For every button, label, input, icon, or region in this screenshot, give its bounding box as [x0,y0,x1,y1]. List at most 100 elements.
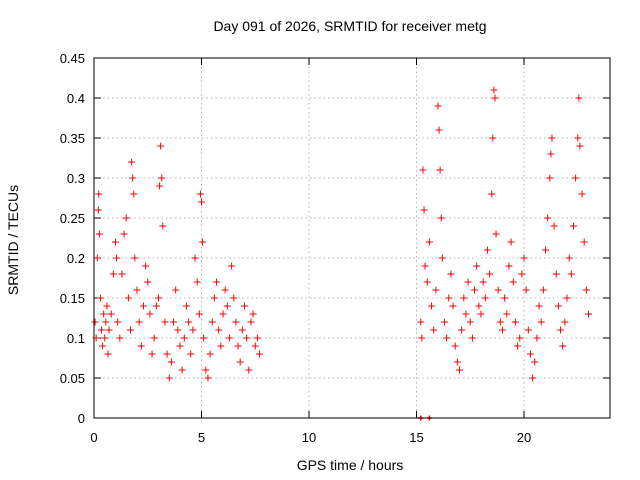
data-point [481,294,489,302]
data-point [464,278,472,286]
data-point [113,254,121,262]
data-point [200,334,208,342]
data-point [514,342,522,350]
data-point [131,254,139,262]
data-point [158,174,166,182]
y-tick-label: 0.4 [67,91,85,106]
data-point [137,342,145,350]
data-point [520,254,528,262]
data-point [479,278,487,286]
data-point [522,286,530,294]
data-point [492,230,500,238]
y-tick-label: 0.35 [60,131,85,146]
data-point [213,278,221,286]
data-point [552,270,560,278]
data-point [563,294,571,302]
data-point [535,302,543,310]
data-point [539,286,547,294]
data-point [559,342,567,350]
x-axis-title: GPS time / hours [297,457,404,473]
data-point [228,262,236,270]
y-tick-label: 0.05 [60,371,85,386]
data-point [170,318,178,326]
data-point [537,318,545,326]
axis-ticks: 0 0.05 0.1 0.15 0.2 0.25 0.3 0.35 0.4 0.45 0 5 10 15 2… [60,51,610,445]
data-point [165,374,173,382]
data-point [529,374,537,382]
data-point [430,326,438,334]
x-tick-label: 0 [90,430,97,445]
data-point [423,278,431,286]
data-point [561,318,569,326]
data-point [550,222,558,230]
data-point [557,326,565,334]
data-point [174,326,182,334]
data-point [524,326,532,334]
data-point [456,366,463,374]
data-point [503,310,511,318]
data-point [253,334,261,342]
data-point [159,222,167,230]
data-point [533,334,541,342]
data-point [477,310,485,318]
data-point [436,166,444,174]
data-point [458,326,466,334]
data-point [440,318,448,326]
data-point [180,334,188,342]
data-point [425,238,433,246]
data-point [505,262,513,270]
data-point [189,326,197,334]
data-point [496,318,504,326]
data-point [130,190,138,198]
data-point [95,230,103,238]
data-point [114,318,122,326]
y-tick-label: 0.25 [60,211,85,226]
data-point [103,302,111,310]
data-point [447,270,455,278]
data-point [542,246,549,254]
data-point [232,318,240,326]
grid-lines [94,58,610,418]
data-point [225,334,233,342]
data-point [526,350,534,358]
data-point [554,302,562,310]
data-point [417,318,425,326]
data-point [247,318,255,326]
data-point [142,262,150,270]
data-point [578,190,586,198]
data-point [129,174,137,182]
data-point [223,302,231,310]
data-point [109,270,117,278]
data-point [144,278,152,286]
y-tick-label: 0.15 [60,291,85,306]
data-point [150,334,158,342]
data-point [219,310,227,318]
x-tick-label: 10 [302,430,316,445]
data-point [100,310,108,318]
data-point [217,342,225,350]
x-tick-label: 15 [409,430,423,445]
data-point [569,222,577,230]
data-point [501,294,509,302]
data-point [449,302,457,310]
x-tick-label: 20 [517,430,531,445]
data-point [146,310,154,318]
data-point [421,262,429,270]
data-point [546,174,554,182]
data-point [195,310,203,318]
data-point [202,366,210,374]
data-point [460,294,468,302]
data-point [249,310,257,318]
data-point [511,318,519,326]
data-point [434,102,442,110]
data-point [490,86,498,94]
data-point [462,310,470,318]
data-point [156,182,164,190]
data-point [198,198,205,206]
data-point [241,302,248,310]
data-point [491,94,499,102]
data-point [105,326,113,334]
data-point [139,302,147,310]
y-tick-label: 0.3 [67,171,85,186]
